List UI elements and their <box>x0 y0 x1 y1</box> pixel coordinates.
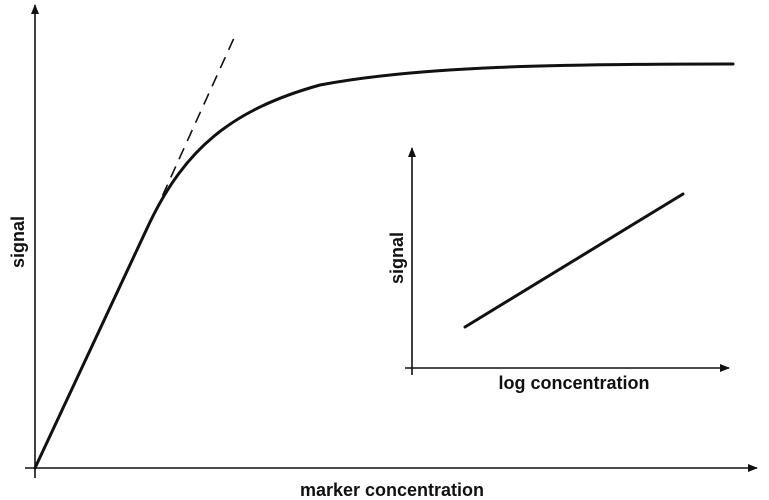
y-axis-label: signal <box>8 216 28 268</box>
x-axis-label: marker concentration <box>300 480 484 500</box>
saturation-curve <box>33 62 735 470</box>
tangent-line <box>145 37 235 233</box>
inset-y-axis-label: signal <box>387 232 407 284</box>
inset-line <box>463 192 685 329</box>
inset-x-axis-label: log concentration <box>498 373 649 393</box>
